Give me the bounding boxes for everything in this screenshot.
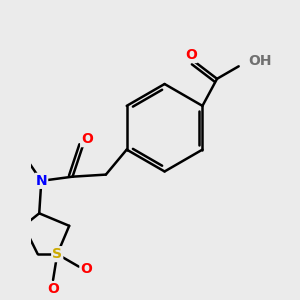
Text: N: N <box>35 174 47 188</box>
Text: O: O <box>47 282 59 296</box>
Text: OH: OH <box>248 54 272 68</box>
Text: O: O <box>81 132 93 146</box>
Text: O: O <box>185 48 197 62</box>
Text: S: S <box>52 247 62 261</box>
Text: O: O <box>80 262 92 276</box>
